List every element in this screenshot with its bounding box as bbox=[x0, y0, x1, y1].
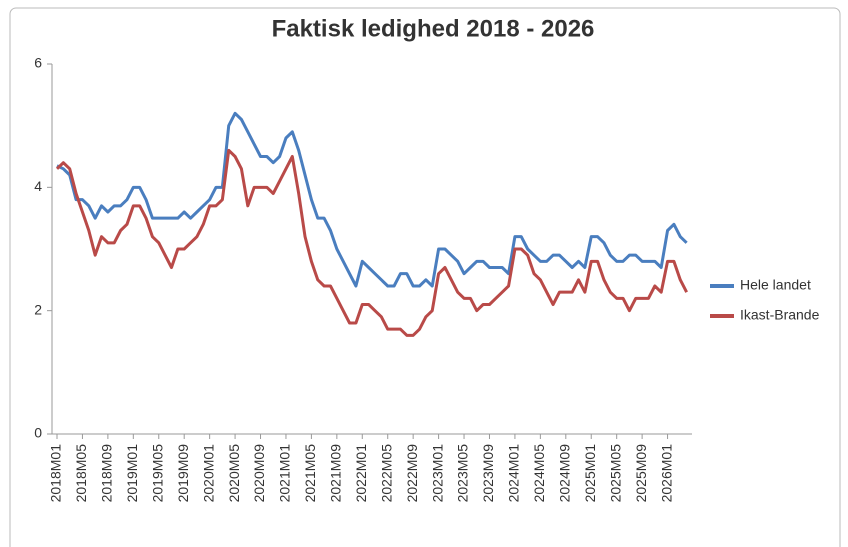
x-tick-label: 2018M09 bbox=[99, 444, 115, 503]
series-line bbox=[56, 111, 688, 288]
x-tick-label: 2020M01 bbox=[200, 444, 216, 503]
legend-label: Ikast-Brande bbox=[740, 307, 820, 323]
y-tick-label: 0 bbox=[34, 425, 42, 441]
x-tick-label: 2019M09 bbox=[175, 444, 191, 503]
panel bbox=[9, 7, 841, 547]
x-tick-label: 2024M09 bbox=[557, 444, 573, 503]
x-tick-label: 2025M05 bbox=[607, 444, 623, 503]
x-tick-label: 2023M05 bbox=[455, 444, 471, 503]
x-tick-label: 2025M01 bbox=[582, 444, 598, 503]
x-tick-label: 2024M05 bbox=[531, 444, 547, 503]
chart-title: Faktisk ledighed 2018 - 2026 bbox=[272, 15, 595, 42]
x-tick-label: 2021M01 bbox=[277, 444, 293, 503]
y-tick-label: 2 bbox=[34, 301, 42, 317]
x-tick-label: 2025M09 bbox=[633, 444, 649, 503]
x-tick-label: 2022M09 bbox=[404, 444, 420, 503]
x-tick-label: 2026M01 bbox=[658, 444, 674, 503]
y-tick-label: 4 bbox=[34, 178, 42, 194]
x-tick-label: 2020M09 bbox=[251, 444, 267, 503]
x-tick-label: 2019M05 bbox=[149, 444, 165, 503]
x-tick-label: 2022M05 bbox=[378, 444, 394, 503]
x-tick-label: 2018M05 bbox=[73, 444, 89, 503]
y-tick-label: 6 bbox=[34, 55, 42, 71]
x-tick-label: 2022M01 bbox=[353, 444, 369, 503]
x-tick-label: 2019M01 bbox=[124, 444, 140, 503]
x-tick-label: 2021M05 bbox=[302, 444, 318, 503]
series-line bbox=[55, 148, 688, 337]
x-tick-label: 2024M01 bbox=[506, 444, 522, 503]
x-tick-label: 2023M01 bbox=[429, 444, 445, 503]
x-tick-label: 2020M05 bbox=[226, 444, 242, 503]
x-tick-label: 2023M09 bbox=[480, 444, 496, 503]
x-tick-label: 2018M01 bbox=[48, 444, 64, 503]
x-tick-label: 2021M09 bbox=[328, 444, 344, 503]
legend-label: Hele landet bbox=[740, 277, 811, 293]
